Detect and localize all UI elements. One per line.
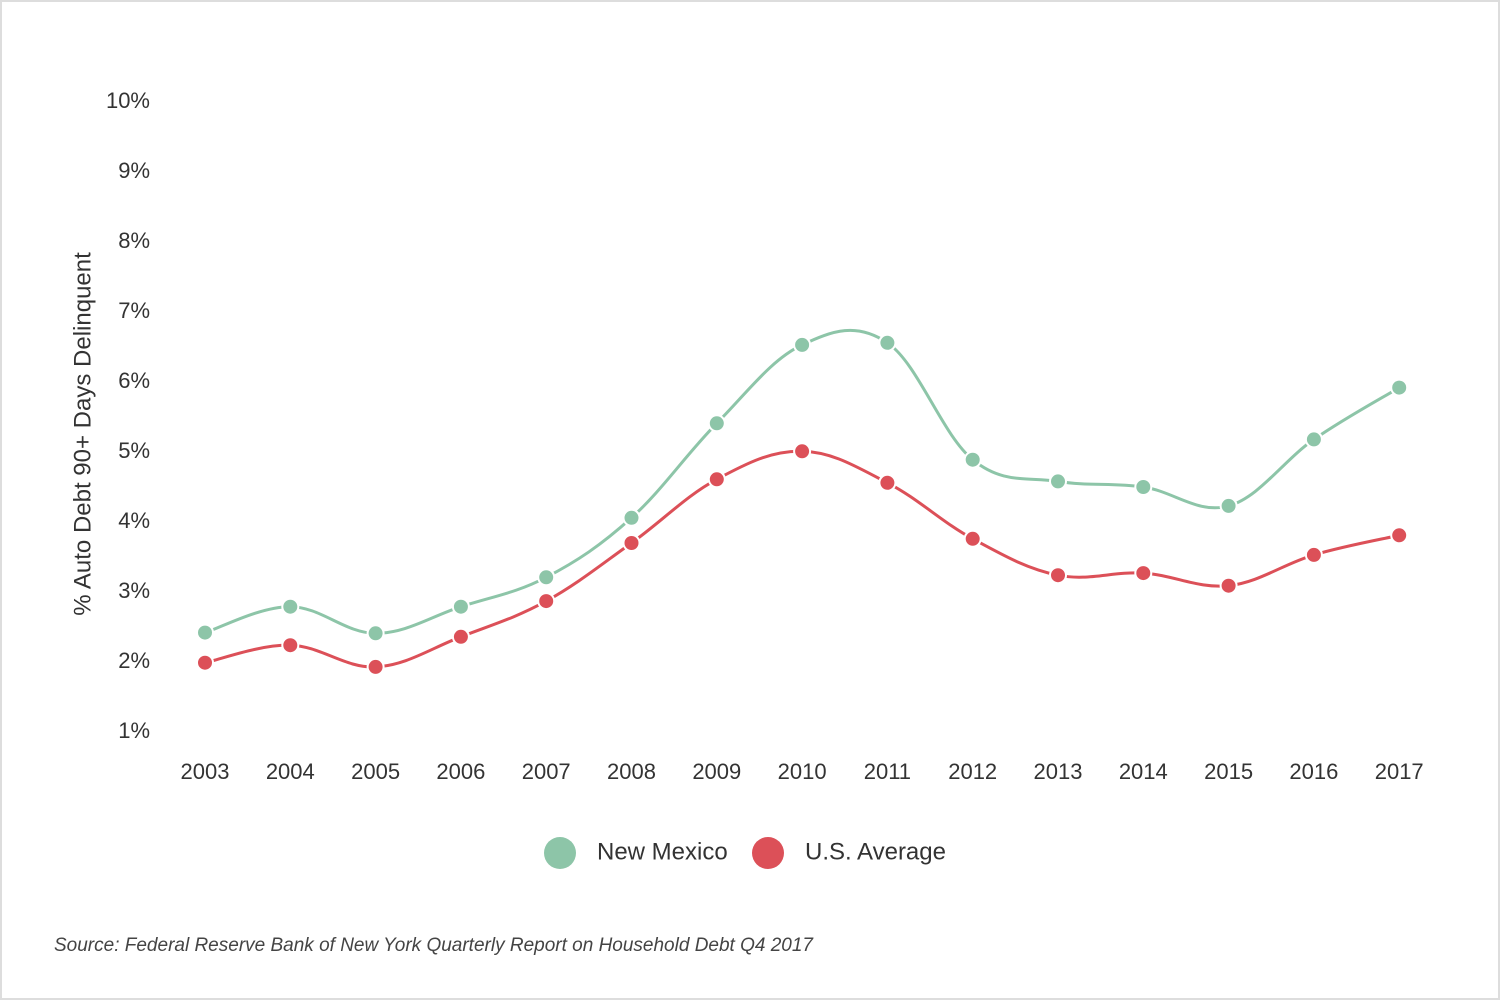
data-point-u-s-average <box>963 529 982 548</box>
data-point-u-s-average <box>707 470 726 489</box>
data-point-u-s-average <box>451 627 470 646</box>
x-tick-label: 2009 <box>692 759 741 784</box>
series-u-s-average <box>196 442 1409 676</box>
data-point-u-s-average <box>793 442 812 461</box>
y-tick-label: 10% <box>106 88 150 113</box>
data-point-new-mexico <box>196 623 214 642</box>
data-point-new-mexico <box>451 597 470 616</box>
x-tick-label: 2008 <box>607 759 656 784</box>
x-tick-label: 2006 <box>436 759 485 784</box>
data-point-new-mexico <box>793 335 812 354</box>
y-tick-label: 3% <box>118 578 150 603</box>
data-point-new-mexico <box>281 597 300 616</box>
data-point-u-s-average <box>1134 564 1153 583</box>
legend-item-new-mexico: New Mexico <box>544 837 728 869</box>
legend-marker <box>752 837 784 869</box>
data-point-new-mexico <box>1049 472 1067 491</box>
y-tick-label: 1% <box>118 718 150 743</box>
x-axis-ticks: 2003 2004 2005 2006 2007 2008 2009 2010 2011 2012… <box>181 759 1424 784</box>
data-point-u-s-average <box>622 534 641 552</box>
series-group <box>196 328 1409 676</box>
data-point-u-s-average <box>366 657 385 676</box>
data-point-new-mexico <box>878 333 897 352</box>
y-axis-ticks: 1% 2% 3% 4% 5% 6% 7% 8% 9% 10% <box>106 88 150 743</box>
x-tick-label: 2014 <box>1119 759 1168 784</box>
x-tick-label: 2010 <box>778 759 827 784</box>
data-point-new-mexico <box>1219 496 1238 515</box>
data-point-u-s-average <box>1390 526 1409 545</box>
data-point-u-s-average <box>281 636 300 655</box>
data-point-u-s-average <box>537 592 556 611</box>
data-point-u-s-average <box>1219 576 1238 595</box>
series-new-mexico <box>196 328 1409 643</box>
x-tick-label: 2013 <box>1034 759 1083 784</box>
data-point-new-mexico <box>707 414 726 433</box>
data-point-new-mexico <box>1304 430 1323 449</box>
legend-label: U.S. Average <box>805 838 946 865</box>
legend-label: New Mexico <box>597 838 728 865</box>
legend-item-u-s-average: U.S. Average <box>752 837 946 869</box>
x-tick-label: 2003 <box>181 759 230 784</box>
data-point-u-s-average <box>196 653 214 672</box>
y-axis-label: % Auto Debt 90+ Days Delinquent <box>69 252 96 616</box>
data-point-u-s-average <box>1304 545 1323 564</box>
legend-marker <box>544 837 576 869</box>
data-point-new-mexico <box>1390 378 1409 397</box>
legend: New Mexico U.S. Average <box>544 837 946 869</box>
y-tick-label: 7% <box>118 298 150 323</box>
y-tick-label: 6% <box>118 368 150 393</box>
x-tick-label: 2004 <box>266 759 315 784</box>
data-point-new-mexico <box>622 508 641 527</box>
y-tick-label: 9% <box>118 158 150 183</box>
x-tick-label: 2017 <box>1375 759 1424 784</box>
data-point-new-mexico <box>963 450 982 469</box>
x-tick-label: 2007 <box>522 759 571 784</box>
data-point-u-s-average <box>1049 566 1067 585</box>
y-tick-label: 8% <box>118 228 150 253</box>
x-tick-label: 2012 <box>948 759 997 784</box>
data-point-new-mexico <box>537 568 556 587</box>
x-tick-label: 2015 <box>1204 759 1253 784</box>
source-note: Source: Federal Reserve Bank of New York… <box>54 935 814 956</box>
x-tick-label: 2011 <box>864 759 911 784</box>
data-point-u-s-average <box>878 473 897 492</box>
y-tick-label: 5% <box>118 438 150 463</box>
data-point-new-mexico <box>1134 478 1153 496</box>
x-tick-label: 2005 <box>351 759 400 784</box>
y-tick-label: 2% <box>118 648 150 673</box>
y-tick-label: 4% <box>118 508 150 533</box>
x-tick-label: 2016 <box>1289 759 1338 784</box>
data-point-new-mexico <box>366 624 385 643</box>
